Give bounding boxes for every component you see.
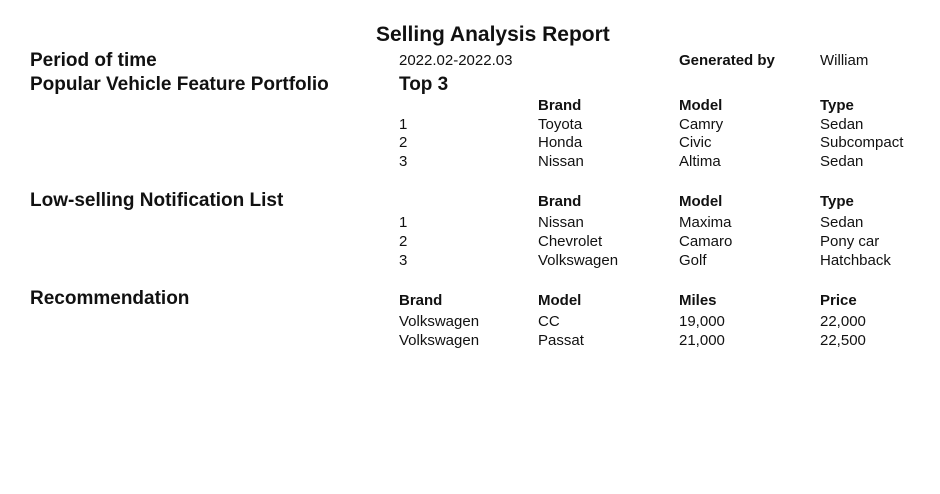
popular-row-model: Altima [679,153,721,170]
low-selling-header-model: Model [679,193,723,210]
low-selling-row-brand: Chevrolet [538,233,603,250]
low-selling-row-rank: 3 [399,252,408,269]
low-selling-row-type: Sedan [820,214,864,231]
recommendation-header-brand: Brand [399,292,443,309]
popular-header-type: Type [820,97,854,114]
low-selling-row-model: Maxima [679,214,732,231]
recommendation-section-label: Recommendation [30,288,190,309]
popular-row-rank: 3 [399,153,408,170]
recommendation-row-miles: 19,000 [679,313,725,330]
popular-row-brand: Nissan [538,153,584,170]
recommendation-header-miles: Miles [679,292,717,309]
period-value: 2022.02-2022.03 [399,52,513,69]
low-selling-row-rank: 1 [399,214,408,231]
popular-row-rank: 1 [399,116,408,133]
popular-row-type: Sedan [820,153,864,170]
popular-header-brand: Brand [538,97,582,114]
report-title: Selling Analysis Report [376,23,610,46]
recommendation-row-price: 22,000 [820,313,866,330]
recommendation-row-model: Passat [538,332,584,349]
popular-row-rank: 2 [399,134,408,151]
low-selling-row-type: Pony car [820,233,880,250]
low-selling-header-type: Type [820,193,854,210]
recommendation-header-model: Model [538,292,582,309]
low-selling-header-brand: Brand [538,193,582,210]
generated-by-value: William [820,52,869,69]
recommendation-row-brand: Volkswagen [399,332,480,349]
period-label: Period of time [30,50,157,71]
low-selling-row-brand: Volkswagen [538,252,619,269]
popular-row-brand: Toyota [538,116,583,133]
low-selling-row-rank: 2 [399,233,408,250]
popular-row-brand: Honda [538,134,583,151]
popular-row-model: Camry [679,116,724,133]
popular-subtitle: Top 3 [399,74,449,95]
recommendation-row-brand: Volkswagen [399,313,480,330]
generated-by-label: Generated by [679,52,775,69]
popular-section-label: Popular Vehicle Feature Portfolio [30,74,329,95]
low-selling-row-brand: Nissan [538,214,584,231]
popular-row-model: Civic [679,134,712,151]
popular-row-type: Sedan [820,116,864,133]
recommendation-row-price: 22,500 [820,332,866,349]
low-selling-section-label: Low-selling Notification List [30,190,284,211]
recommendation-row-miles: 21,000 [679,332,725,349]
recommendation-row-model: CC [538,313,560,330]
low-selling-row-model: Golf [679,252,707,269]
low-selling-row-type: Hatchback [820,252,891,269]
popular-header-model: Model [679,97,723,114]
low-selling-row-model: Camaro [679,233,733,250]
recommendation-header-price: Price [820,292,857,309]
popular-row-type: Subcompact [820,134,904,151]
